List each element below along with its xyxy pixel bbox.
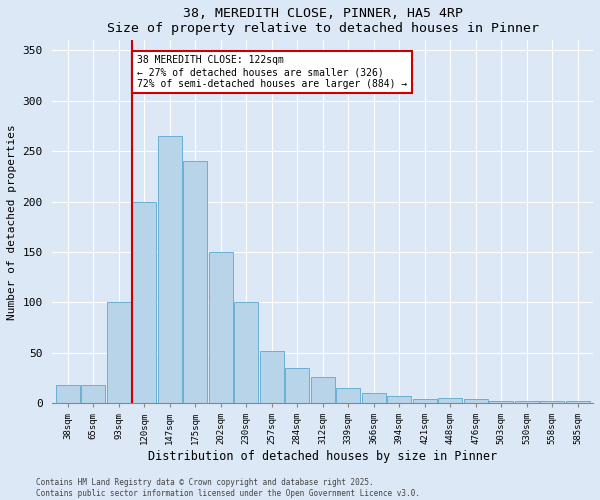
Bar <box>489 401 514 403</box>
Bar <box>464 399 488 403</box>
Bar <box>515 401 539 403</box>
Bar <box>132 202 157 403</box>
Bar <box>183 162 208 403</box>
Bar <box>107 302 131 403</box>
X-axis label: Distribution of detached houses by size in Pinner: Distribution of detached houses by size … <box>148 450 497 463</box>
Text: 38 MEREDITH CLOSE: 122sqm
← 27% of detached houses are smaller (326)
72% of semi: 38 MEREDITH CLOSE: 122sqm ← 27% of detac… <box>137 56 407 88</box>
Bar <box>311 377 335 403</box>
Bar <box>260 351 284 403</box>
Bar <box>362 393 386 403</box>
Title: 38, MEREDITH CLOSE, PINNER, HA5 4RP
Size of property relative to detached houses: 38, MEREDITH CLOSE, PINNER, HA5 4RP Size… <box>107 7 539 35</box>
Bar <box>209 252 233 403</box>
Bar <box>285 368 310 403</box>
Y-axis label: Number of detached properties: Number of detached properties <box>7 124 17 320</box>
Bar <box>566 401 590 403</box>
Bar <box>387 396 412 403</box>
Bar <box>336 388 361 403</box>
Bar <box>413 399 437 403</box>
Bar <box>438 398 463 403</box>
Bar <box>56 385 80 403</box>
Bar <box>81 385 106 403</box>
Bar <box>540 401 565 403</box>
Bar <box>158 136 182 403</box>
Text: Contains HM Land Registry data © Crown copyright and database right 2025.
Contai: Contains HM Land Registry data © Crown c… <box>36 478 420 498</box>
Bar <box>234 302 259 403</box>
